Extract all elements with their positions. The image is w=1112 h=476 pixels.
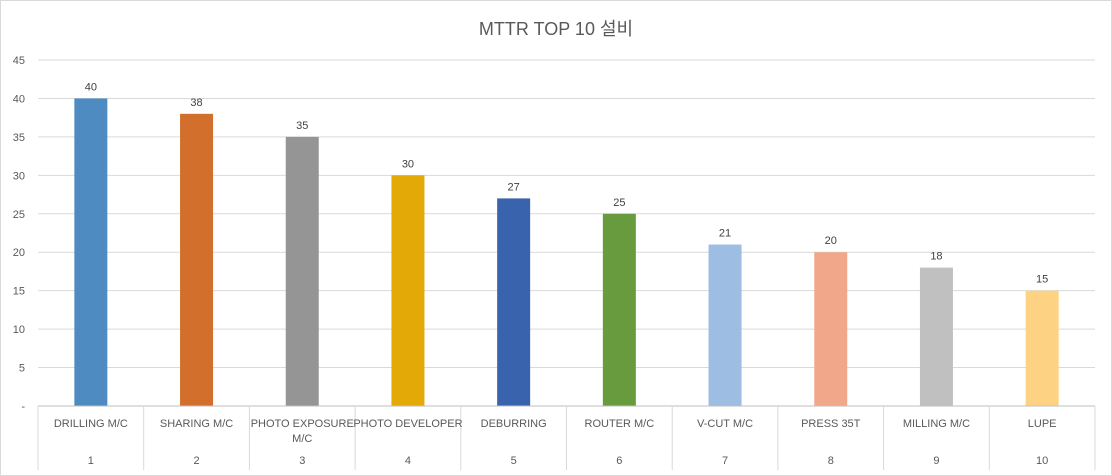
data-label: 18 <box>930 251 942 263</box>
x-index-label: 1 <box>88 455 94 467</box>
bar <box>391 175 425 406</box>
y-tick-label: 35 <box>13 132 25 144</box>
data-label: 21 <box>719 228 731 240</box>
x-category-label: V-CUT M/C <box>697 418 753 430</box>
data-label: 38 <box>190 97 202 109</box>
data-labels: 40 38 35 30 27 25 21 20 18 15 <box>85 81 1049 285</box>
y-tick-label: 25 <box>13 209 25 221</box>
bar <box>1025 290 1059 406</box>
x-category-label: LUPE <box>1028 418 1057 430</box>
x-category-label: ROUTER M/C <box>585 418 655 430</box>
y-tick-label: 20 <box>13 247 25 259</box>
bar <box>180 113 214 407</box>
x-index-label: 10 <box>1036 455 1048 467</box>
bar <box>497 198 531 406</box>
y-tick-label: 40 <box>13 93 25 105</box>
x-index-label: 5 <box>511 455 517 467</box>
x-category-label: DEBURRING <box>481 418 547 430</box>
bar <box>602 213 636 406</box>
x-index-label: 8 <box>828 455 834 467</box>
x-category-label: DRILLING M/C <box>54 418 128 430</box>
x-axis-table: DRILLING M/C 1 SHARING M/C 2 PHOTO EXPOSURE M… <box>37 405 1096 470</box>
x-index-label: 2 <box>193 455 199 467</box>
gridlines <box>38 59 1095 369</box>
x-index-label: 7 <box>722 455 728 467</box>
y-tick-label: 45 <box>13 55 25 67</box>
x-index-label: 9 <box>933 455 939 467</box>
y-tick-label: 5 <box>19 363 25 375</box>
x-category-label: PRESS 35T <box>801 418 861 430</box>
bar-series <box>74 98 1059 407</box>
data-label: 20 <box>825 235 837 247</box>
bar <box>708 244 742 406</box>
x-category-label: M/C <box>292 433 312 445</box>
y-tick-label: 15 <box>13 286 25 298</box>
x-index-label: 4 <box>405 455 411 467</box>
y-tick-label: - <box>21 401 25 413</box>
bar <box>919 267 953 406</box>
chart-title: MTTR TOP 10 설비 <box>479 19 633 39</box>
data-label: 30 <box>402 158 414 170</box>
data-label: 15 <box>1036 274 1048 286</box>
x-category-label: MILLING M/C <box>903 418 970 430</box>
data-label: 35 <box>296 120 308 132</box>
data-label: 40 <box>85 81 97 93</box>
bar <box>74 98 108 406</box>
x-index-label: 3 <box>299 455 305 467</box>
bar <box>814 252 848 406</box>
y-axis: - 5 10 15 20 25 30 35 40 45 <box>13 55 26 413</box>
bar <box>285 136 319 406</box>
x-index-label: 6 <box>616 455 622 467</box>
x-category-label: SHARING M/C <box>160 418 233 430</box>
x-category-label: PHOTO EXPOSURE <box>251 418 354 430</box>
x-category-label: PHOTO DEVELOPER <box>353 418 462 430</box>
data-label: 27 <box>508 181 520 193</box>
y-tick-label: 30 <box>13 170 25 182</box>
y-tick-label: 10 <box>13 324 25 336</box>
data-label: 25 <box>613 197 625 209</box>
